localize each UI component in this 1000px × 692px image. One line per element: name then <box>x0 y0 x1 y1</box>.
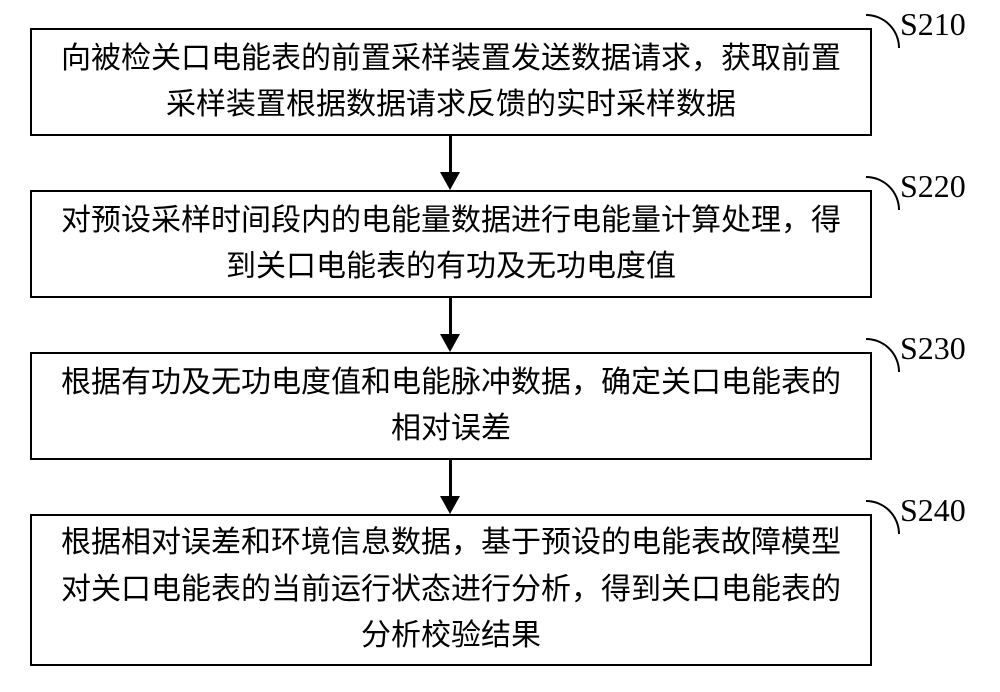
arrow-3-4-line <box>449 460 452 496</box>
flow-label-1: S210 <box>900 6 966 43</box>
flow-node-1-text: 向被检关口电能表的前置采样装置发送数据请求，获取前置采样装置根据数据请求反馈的实… <box>52 36 850 129</box>
leader-4 <box>866 500 900 534</box>
arrow-1-2-head <box>440 172 460 190</box>
flow-node-4-text: 根据相对误差和环境信息数据，基于预设的电能表故障模型对关口电能表的当前运行状态进… <box>52 520 850 660</box>
flow-node-3-text: 根据有功及无功电度值和电能脉冲数据，确定关口电能表的相对误差 <box>52 360 850 453</box>
leader-3 <box>866 338 900 372</box>
flow-node-1: 向被检关口电能表的前置采样装置发送数据请求，获取前置采样装置根据数据请求反馈的实… <box>30 28 872 136</box>
flow-node-2: 对预设采样时间段内的电能量数据进行电能量计算处理，得到关口电能表的有功及无功电度… <box>30 190 872 298</box>
arrow-2-3-head <box>440 334 460 352</box>
flow-node-2-text: 对预设采样时间段内的电能量数据进行电能量计算处理，得到关口电能表的有功及无功电度… <box>52 198 850 291</box>
flow-node-4: 根据相对误差和环境信息数据，基于预设的电能表故障模型对关口电能表的当前运行状态进… <box>30 514 872 666</box>
flow-label-2: S220 <box>900 168 966 205</box>
arrow-1-2-line <box>449 136 452 172</box>
flow-node-3: 根据有功及无功电度值和电能脉冲数据，确定关口电能表的相对误差 <box>30 352 872 460</box>
leader-1 <box>866 14 900 48</box>
flowchart-canvas: 向被检关口电能表的前置采样装置发送数据请求，获取前置采样装置根据数据请求反馈的实… <box>0 0 1000 692</box>
leader-2 <box>866 176 900 210</box>
arrow-3-4-head <box>440 496 460 514</box>
flow-label-3: S230 <box>900 330 966 367</box>
arrow-2-3-line <box>449 298 452 334</box>
flow-label-4: S240 <box>900 492 966 529</box>
